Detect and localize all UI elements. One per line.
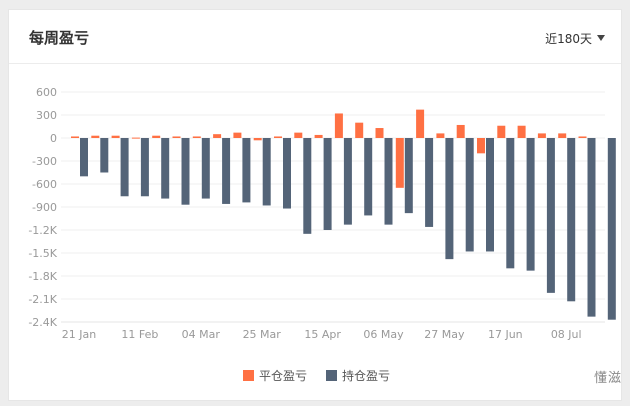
x-tick-label: 15 Apr xyxy=(304,328,341,341)
card-header: 每周盈亏 近180天 xyxy=(9,10,621,64)
bar-realized-pnl xyxy=(578,136,587,138)
y-tick-label: 0 xyxy=(50,132,57,145)
watermark: 懂滋 xyxy=(594,367,622,386)
x-tick-label: 08 Jul xyxy=(551,328,582,341)
weekly-pnl-card: 每周盈亏 近180天 600 300 0 -300 -600 -900 -1.2K -1.5K… xyxy=(8,9,622,401)
bar-holding-pnl xyxy=(567,138,576,302)
y-tick-label: -600 xyxy=(32,178,57,191)
bar-holding-pnl xyxy=(242,138,251,203)
bar-realized-pnl xyxy=(558,133,567,138)
y-tick-label: -1.2K xyxy=(28,224,57,237)
bar-realized-pnl xyxy=(375,128,384,138)
bar-realized-pnl xyxy=(274,136,282,138)
bar-holding-pnl xyxy=(100,138,109,173)
bar-realized-pnl xyxy=(111,135,120,138)
bar-realized-pnl xyxy=(192,136,201,138)
bar-realized-pnl xyxy=(213,134,222,138)
y-tick-label: -2.4K xyxy=(28,316,57,329)
bar-holding-pnl xyxy=(506,138,515,269)
y-tick-label: -300 xyxy=(32,155,57,168)
bar-holding-pnl xyxy=(283,138,291,209)
x-tick-label: 06 May xyxy=(363,328,404,341)
bar-realized-pnl xyxy=(131,137,140,139)
legend-item-realized[interactable]: 平仓盈亏 xyxy=(243,367,307,384)
bar-holding-pnl xyxy=(80,138,88,177)
bar-holding-pnl xyxy=(404,138,413,214)
bar-holding-pnl xyxy=(384,138,393,225)
bar-holding-pnl xyxy=(546,138,555,293)
bar-realized-pnl xyxy=(294,132,303,138)
x-tick-label: 27 May xyxy=(424,328,465,341)
bar-realized-pnl xyxy=(71,136,79,138)
bar-realized-pnl xyxy=(456,124,465,138)
bar-holding-pnl xyxy=(323,138,332,230)
x-tick-label: 21 Jan xyxy=(62,328,96,341)
x-tick-label: 17 Jun xyxy=(488,328,523,341)
bar-realized-pnl xyxy=(314,134,323,138)
weekly-pnl-chart: 600 300 0 -300 -600 -900 -1.2K -1.5K -1.8K -2.1K -… xyxy=(28,86,616,341)
bar-realized-pnl xyxy=(497,125,506,138)
bar-holding-pnl xyxy=(161,138,170,199)
bar-realized-pnl xyxy=(537,133,546,138)
time-range-label: 近180天 xyxy=(545,32,592,46)
bar-holding-pnl xyxy=(364,138,373,216)
bar-holding-pnl xyxy=(120,138,129,197)
bar-holding-pnl xyxy=(526,138,535,271)
bar-holding-pnl xyxy=(343,138,352,225)
bar-holding-pnl xyxy=(587,138,596,317)
bar-holding-pnl xyxy=(465,138,474,252)
legend-item-holding[interactable]: 持仓盈亏 xyxy=(326,367,390,384)
bar-holding-pnl xyxy=(181,138,190,205)
legend-label-holding: 持仓盈亏 xyxy=(342,369,391,383)
bar-holding-pnl xyxy=(222,138,231,204)
x-tick-label: 25 Mar xyxy=(243,328,282,341)
bar-holding-pnl xyxy=(262,138,271,206)
y-tick-label: -1.5K xyxy=(28,247,57,260)
y-tick-label: -900 xyxy=(32,201,57,214)
bar-realized-pnl xyxy=(233,132,242,138)
y-tick-label: -1.8K xyxy=(28,270,57,283)
bar-realized-pnl xyxy=(172,136,181,138)
watermark-text: 懂滋 xyxy=(593,371,622,386)
x-tick-label: 11 Feb xyxy=(121,328,158,341)
y-tick-label: -2.1K xyxy=(28,293,57,306)
legend-swatch-holding xyxy=(326,370,337,381)
bar-holding-pnl xyxy=(303,138,312,234)
bar-realized-pnl xyxy=(436,133,445,138)
y-tick-label: 300 xyxy=(36,109,57,122)
bar-realized-pnl xyxy=(416,109,425,138)
x-tick-label: 04 Mar xyxy=(182,328,221,341)
y-tick-label: 600 xyxy=(36,86,57,99)
card-title: 每周盈亏 xyxy=(29,29,90,47)
time-range-dropdown[interactable]: 近180天 xyxy=(545,30,605,47)
legend-swatch-realized xyxy=(243,370,254,381)
bar-holding-pnl xyxy=(486,138,494,252)
bar-realized-pnl xyxy=(253,138,262,141)
bar-realized-pnl xyxy=(477,138,485,154)
caret-down-icon xyxy=(597,35,605,41)
bar-holding-pnl xyxy=(140,138,149,197)
bar-realized-pnl xyxy=(355,122,364,138)
bar-holding-pnl xyxy=(201,138,210,199)
bar-holding-pnl xyxy=(445,138,454,260)
bar-realized-pnl xyxy=(517,125,526,138)
bar-realized-pnl xyxy=(152,135,161,138)
bar-holding-pnl xyxy=(425,138,434,227)
bar-holding-pnl xyxy=(607,138,616,320)
bar-realized-pnl xyxy=(334,113,343,138)
bar-realized-pnl xyxy=(91,135,100,138)
bar-realized-pnl xyxy=(395,138,404,188)
legend-label-realized: 平仓盈亏 xyxy=(259,369,308,383)
